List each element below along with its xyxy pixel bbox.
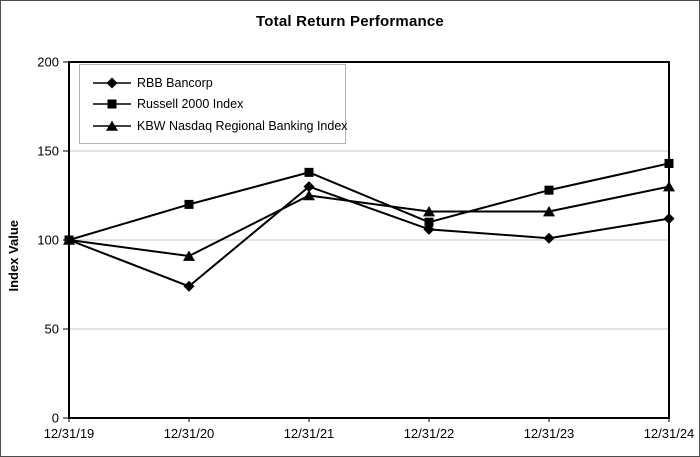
series-line [68,162,670,241]
marker-square [544,185,554,195]
marker-diamond [303,181,315,193]
x-tick-label: 12/31/23 [524,426,575,441]
y-tick-label: 50 [45,322,59,337]
legend-swatch-triangle [93,120,131,131]
marker-triangle [663,181,675,192]
marker-diamond [183,280,195,292]
x-tick-label: 12/31/24 [644,426,695,441]
marker-square [424,217,434,227]
x-tick-label: 12/31/21 [284,426,335,441]
legend-label: KBW Nasdaq Regional Banking Index [137,118,348,133]
marker-triangle [63,234,75,245]
marker-triangle [303,190,315,201]
legend-item: KBW Nasdaq Regional Banking Index [93,119,348,133]
marker-triangle [183,250,195,261]
series-line [68,185,670,288]
marker-square [107,99,117,109]
marker-square [664,158,674,168]
marker-square [184,199,194,209]
marker-triangle [106,120,118,131]
series-line [68,185,670,258]
x-tick-label: 12/31/19 [44,426,95,441]
marker-square [304,167,314,177]
y-tick-label: 150 [37,144,59,159]
legend-swatch-diamond [93,77,131,88]
legend-label: Russell 2000 Index [137,97,244,111]
legend: RBB Bancorp Russell 2000 Index KBW Nasdaq … [79,64,348,144]
legend-item: Russell 2000 Index [93,97,341,111]
marker-diamond [543,232,555,244]
x-tick-label: 12/31/22 [404,426,455,441]
legend-swatch-square [93,99,131,109]
chart-title: Total Return Performance [256,13,444,30]
legend-label: RBB Bancorp [137,75,213,90]
y-tick-label: 0 [52,411,59,426]
marker-triangle [423,206,435,217]
marker-diamond [106,77,118,88]
legend-item: RBB Bancorp [93,76,341,90]
y-tick-label: 100 [37,233,59,248]
x-tick-label: 12/31/20 [164,426,215,441]
marker-triangle [543,206,555,217]
y-tick-label: 200 [37,55,59,70]
marker-diamond [663,213,675,225]
